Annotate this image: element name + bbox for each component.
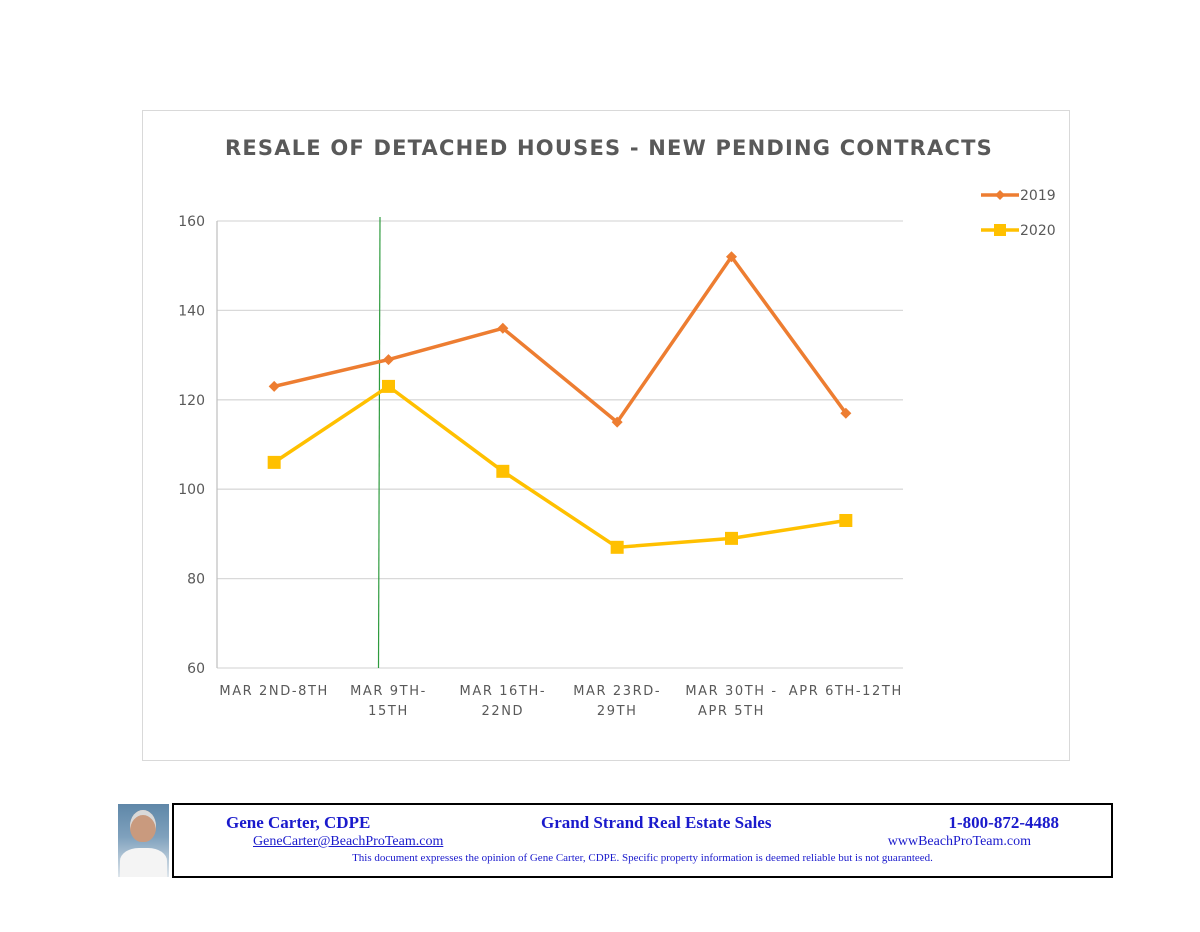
legend-marker-2020 [994,224,1006,236]
x-tick-label: MAR 16TH-22ND [460,684,547,719]
x-tick-label: MAR 23RD-29TH [573,684,661,719]
data-point-2019 [840,407,852,419]
company-name: Grand Strand Real Estate Sales [541,813,772,832]
x-tick-label: MAR 2ND-8TH [219,684,329,699]
y-tick-label: 80 [187,572,205,588]
agent-photo [118,804,169,877]
line-chart: RESALE OF DETACHED HOUSES - NEW PENDING … [178,136,1056,719]
y-tick-label: 120 [178,393,205,409]
disclaimer-text: This document expresses the opinion of G… [352,852,933,864]
website-link[interactable]: wwwBeachProTeam.com [887,834,1031,849]
data-point-2020 [382,379,395,393]
data-point-2020 [725,531,738,545]
agent-name: Gene Carter, CDPE [226,813,371,832]
marker-line [377,216,381,669]
data-point-2019 [383,354,394,366]
data-point-2020 [496,464,510,478]
chart-title: RESALE OF DETACHED HOUSES - NEW PENDING … [225,136,993,160]
legend-marker-2019 [995,190,1005,200]
x-tick-label: APR 6TH-12TH [789,684,903,699]
chart-frame: RESALE OF DETACHED HOUSES - NEW PENDING … [142,110,1070,761]
y-tick-label: 140 [178,303,205,319]
data-point-2020 [267,455,281,469]
x-tick-label: MAR 9TH-15TH [350,684,427,719]
legend-label-2020: 2020 [1020,223,1056,239]
data-point-2019 [497,322,509,334]
email-link[interactable]: GeneCarter@BeachProTeam.com [253,834,444,849]
data-point-2019 [726,251,737,263]
series-line-2019 [272,255,848,424]
phone-number: 1-800-872-4488 [948,813,1059,832]
x-tick-label: MAR 30TH -APR 5TH [685,684,777,719]
data-point-2019 [611,416,623,428]
contact-footer: Gene Carter, CDPE Grand Strand Real Esta… [172,803,1113,878]
data-point-2020 [839,513,853,527]
y-tick-label: 60 [187,661,205,677]
series-line-2020 [272,384,848,550]
data-point-2019 [268,380,280,392]
y-tick-label: 160 [178,214,205,230]
data-point-2020 [610,540,624,554]
legend-label-2019: 2019 [1020,188,1056,204]
y-tick-label: 100 [178,482,205,498]
